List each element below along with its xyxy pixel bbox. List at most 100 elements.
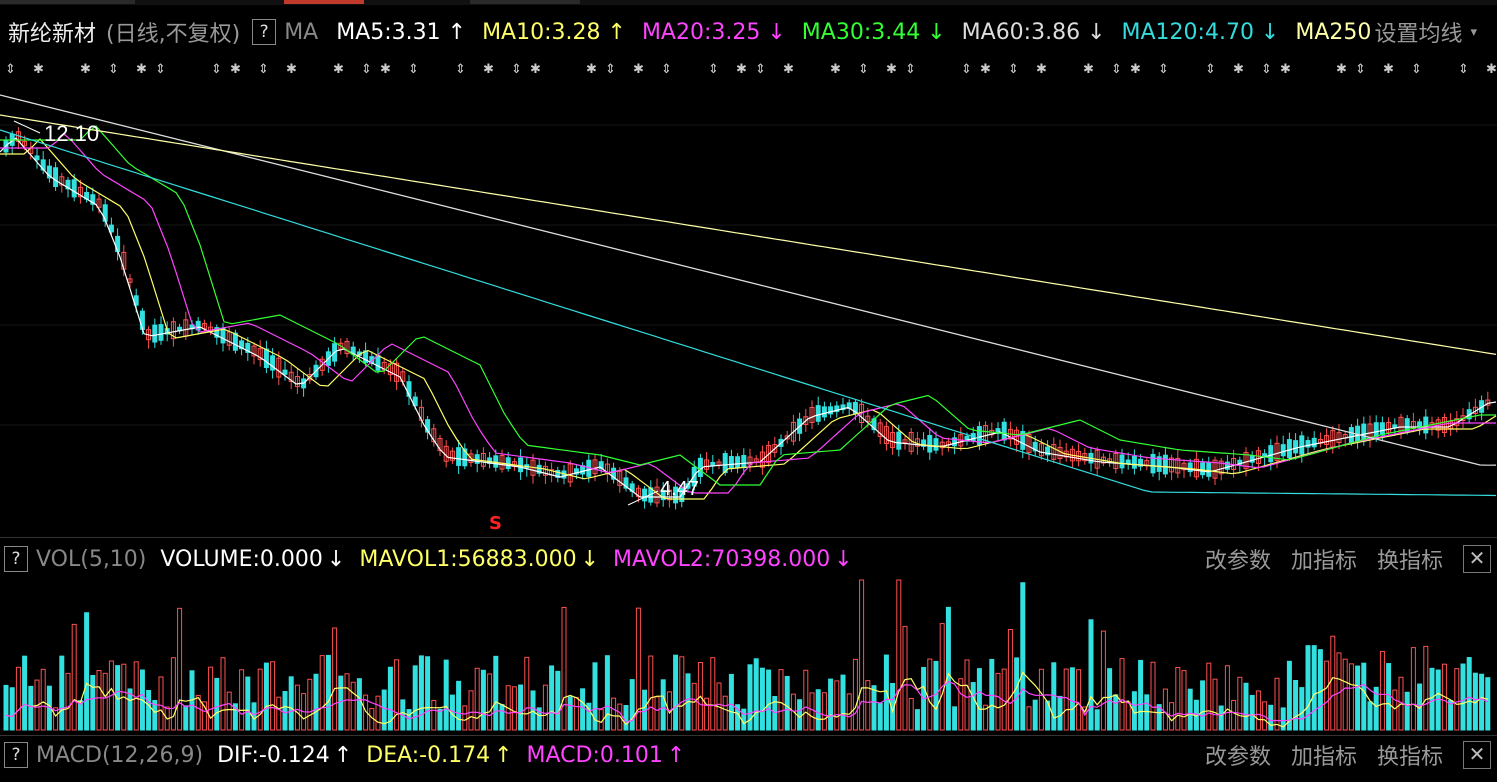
volume-bar <box>790 693 796 731</box>
candle <box>834 405 840 413</box>
volume-bar <box>1249 694 1255 731</box>
volume-bar <box>90 674 96 731</box>
volume-bar <box>1305 645 1311 731</box>
macd-close-icon[interactable]: ✕ <box>1463 741 1491 769</box>
volume-bar <box>1206 662 1212 731</box>
candle <box>1293 440 1299 454</box>
volume-bar <box>1231 699 1237 731</box>
volume-bar <box>741 708 747 731</box>
candle <box>803 416 809 425</box>
volume-bar <box>604 655 610 731</box>
volume-bar <box>1026 706 1032 731</box>
volume-bar <box>753 658 759 731</box>
change-params-button[interactable]: 改参数 <box>1204 549 1271 574</box>
event-marker: ⇕ <box>455 62 466 77</box>
close-icon[interactable]: ✕ <box>1463 545 1491 573</box>
event-marker: ⇕ <box>408 62 419 77</box>
volume-bar <box>852 658 858 731</box>
ma-help-button[interactable]: ? <box>252 19 277 45</box>
volume-bar <box>573 696 579 731</box>
vol-title: VOL(5,10) <box>36 546 147 572</box>
event-marker: ⇕ <box>708 62 719 77</box>
volume-bar <box>654 696 660 731</box>
event-marker: ✱ <box>230 62 241 77</box>
event-marker: ✱ <box>1280 62 1291 77</box>
volume-bar <box>1094 709 1100 731</box>
event-marker: ✱ <box>886 62 897 77</box>
candle <box>1001 421 1007 441</box>
candle <box>282 369 288 375</box>
volume-bar <box>263 662 269 731</box>
volume-bar <box>257 668 263 731</box>
candle <box>77 186 83 198</box>
volume-bar <box>1299 687 1305 731</box>
volume-bar <box>635 607 641 731</box>
candle <box>821 406 827 418</box>
macd-change-params-button[interactable]: 改参数 <box>1204 745 1271 770</box>
volume-bar <box>65 672 71 731</box>
candle <box>480 452 486 467</box>
candle <box>933 438 939 451</box>
volume-bar <box>108 660 114 731</box>
volume-bar <box>617 703 623 731</box>
event-marker: ✱ <box>380 62 391 77</box>
volume-bar <box>673 654 679 731</box>
candle <box>90 194 96 205</box>
volume-bar <box>1131 691 1137 731</box>
candle <box>363 350 369 364</box>
volume-bar <box>1423 645 1429 731</box>
volume-bar <box>821 692 827 731</box>
candle <box>505 457 511 470</box>
candlestick-chart[interactable]: ⇕ ✱ ✱ ⇕ ✱ ⇕ ⇕ ✱ ⇕ ✱ ✱ ⇕ ✱ ⇕ ⇕ ✱ ⇕ ✱ ✱ ⇕ ✱ ⇕ ⇕ ✱ ⇕ ✱ ✱ ⇕ ✱ ⇕ ⇕ ✱ ⇕ ✱ ✱ ⇕ ✱ ⇕ ⇕ ✱… <box>0 55 1497 535</box>
volume-bar <box>282 691 288 731</box>
event-marker: ⇕ <box>755 62 766 77</box>
mavol1-line <box>5 671 1488 728</box>
volume-bar <box>1373 686 1379 731</box>
candle <box>1305 440 1311 448</box>
candle <box>65 179 71 190</box>
switch-indicator-button[interactable]: 换指标 <box>1376 549 1443 574</box>
event-marker: ⇕ <box>258 62 269 77</box>
volume-bar <box>877 702 883 731</box>
candle <box>462 448 468 467</box>
candle <box>865 415 871 422</box>
macd-switch-indicator-button[interactable]: 换指标 <box>1376 745 1443 770</box>
mavol2-value: MAVOL2:70398.000 ↓ <box>613 546 853 572</box>
vol-help-button[interactable]: ? <box>4 546 28 572</box>
volume-bar <box>1355 665 1361 731</box>
candle <box>1243 451 1249 470</box>
chevron-down-icon[interactable]: ▾ <box>1470 24 1477 40</box>
candle <box>952 437 958 447</box>
volume-bar <box>332 627 338 731</box>
macd-add-indicator-button[interactable]: 加指标 <box>1290 745 1357 770</box>
volume-bar <box>356 678 362 731</box>
candle <box>1255 450 1261 464</box>
candle <box>96 198 102 208</box>
event-marker: ⇕ <box>1411 62 1422 77</box>
volume-bar <box>34 679 40 731</box>
volume-bar <box>1076 669 1082 731</box>
ma-settings[interactable]: 设置均线 ▾ <box>1370 13 1497 51</box>
volume-bar <box>1162 688 1168 731</box>
candle <box>611 467 617 480</box>
event-marker: ⇕ <box>661 62 672 77</box>
volume-bar <box>294 684 300 731</box>
candle <box>431 428 437 443</box>
volume-chart[interactable] <box>0 578 1497 733</box>
volume-bar <box>1255 690 1261 731</box>
volume-bar <box>518 684 524 731</box>
volume-bar <box>623 705 629 731</box>
event-marker: ✱ <box>980 62 991 77</box>
candle <box>1125 459 1131 465</box>
volume-bar <box>1367 701 1373 731</box>
dea-value: DEA:-0.174 ↑ <box>366 742 513 768</box>
event-marker: ⇕ <box>1205 62 1216 77</box>
volume-bar <box>511 686 517 731</box>
candle <box>1150 453 1156 474</box>
candle <box>294 375 300 388</box>
candle <box>1026 434 1032 453</box>
macd-help-button[interactable]: ? <box>4 742 28 768</box>
volume-bar <box>1454 668 1460 731</box>
ma-settings-label[interactable]: 设置均线 <box>1374 22 1463 47</box>
add-indicator-button[interactable]: 加指标 <box>1290 549 1357 574</box>
